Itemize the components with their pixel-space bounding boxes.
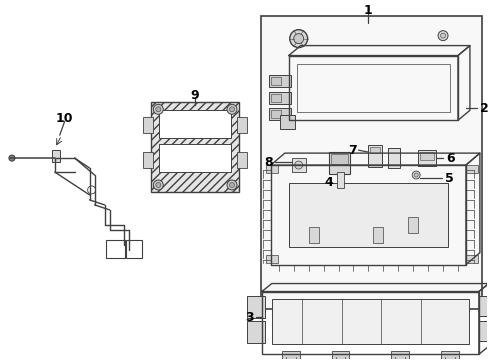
Bar [270,77,280,85]
Bar [159,144,230,172]
Bar [143,152,153,168]
Bar [281,351,299,360]
Circle shape [156,107,161,112]
Bar [270,94,280,102]
Bar [265,255,277,263]
Bar [268,93,290,104]
Bar [237,152,246,168]
Circle shape [293,33,303,44]
Text: 2: 2 [479,102,488,115]
Bar [246,297,264,318]
Bar [478,297,488,316]
Text: 6: 6 [445,152,454,165]
Bar [279,115,294,129]
Text: 9: 9 [190,89,199,102]
Bar [330,154,348,164]
Text: 7: 7 [347,144,356,157]
Circle shape [226,104,237,114]
Text: 8: 8 [264,156,272,168]
Bar [336,172,344,188]
Text: 3: 3 [245,311,253,324]
Bar [367,145,382,167]
Circle shape [156,183,161,188]
Circle shape [229,183,234,188]
Bar [268,108,290,120]
Circle shape [153,104,163,114]
Text: 1: 1 [363,4,372,17]
Bar [237,117,246,133]
Bar [407,217,417,233]
Bar [126,240,142,258]
Circle shape [440,33,445,38]
Bar [270,110,280,118]
Bar [308,227,318,243]
Bar [288,183,447,247]
Bar [465,255,477,263]
Bar [268,76,290,87]
Circle shape [413,173,417,177]
Bar [369,147,380,153]
Bar [260,16,481,310]
Text: 10: 10 [56,112,73,125]
Circle shape [9,155,15,161]
Circle shape [437,31,447,41]
Text: 5: 5 [444,171,453,185]
Circle shape [289,30,307,48]
Bar [105,240,125,258]
Bar [390,351,408,360]
Bar [331,351,349,360]
Circle shape [226,180,237,190]
Bar [271,300,468,344]
Bar [143,117,153,133]
Circle shape [411,171,419,179]
Bar [419,152,433,160]
Bar [246,321,264,343]
Bar [465,165,477,173]
Bar [440,351,458,360]
Circle shape [87,186,95,194]
Circle shape [229,107,234,112]
Bar [373,227,383,243]
Circle shape [153,180,163,190]
Bar [478,321,488,341]
Bar [151,102,239,192]
Bar [159,110,230,138]
Bar [328,152,350,174]
Bar [265,165,277,173]
Text: 4: 4 [324,176,332,189]
Bar [387,148,399,168]
Bar [296,63,449,112]
Circle shape [294,161,302,169]
Bar [417,150,435,166]
Bar [291,158,305,172]
Bar [52,150,60,162]
